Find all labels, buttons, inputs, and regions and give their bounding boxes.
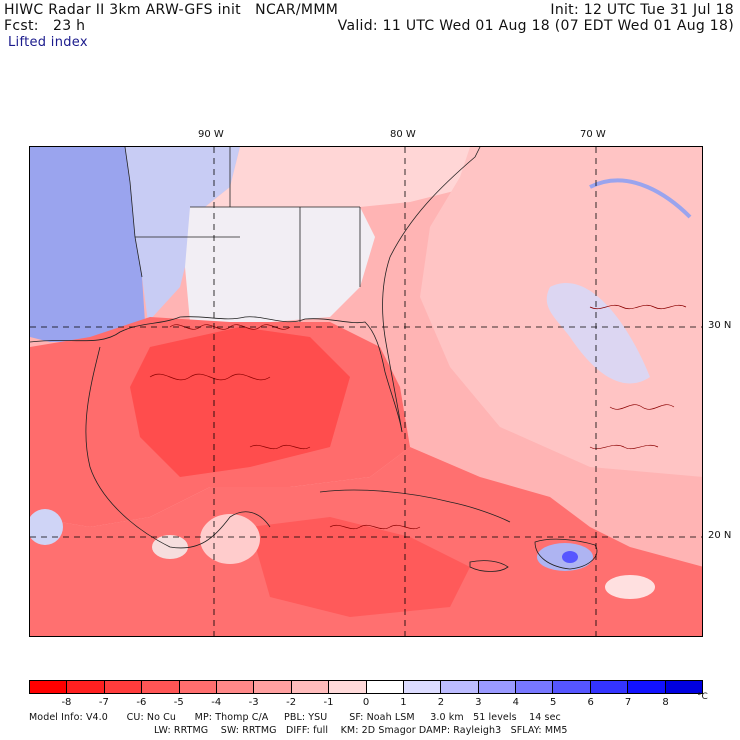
map-svg [30, 147, 702, 636]
jamaica-outline [469, 560, 509, 572]
valid-time: Valid: 11 UTC Wed 01 Aug 18 (07 EDT Wed … [337, 18, 734, 34]
colorbar-tick-label: 7 [624, 697, 632, 708]
lat-lon-grid [30, 147, 702, 636]
forecast-hour: Fcst: 23 h [4, 18, 86, 34]
colorbar-tick-label: 1 [400, 697, 407, 708]
colorbar-tick-label: -6 [136, 697, 147, 708]
model-info-line-1: Model Info: V4.0 CU: No Cu MP: Thomp C/A… [29, 712, 561, 723]
colorbar-tick-label: 8 [662, 697, 669, 708]
florida-atlantic-coast [382, 147, 481, 433]
contour-5 [589, 444, 659, 450]
blue-streak-atlantic [589, 178, 692, 219]
lifted-index-map [29, 146, 703, 637]
colorbar-tick-label: -8 [61, 697, 72, 708]
caribbean-deep-red [250, 517, 470, 617]
model-info-line-2: LW: RRTMG SW: RRTMG DIFF: full KM: 2D Sm… [154, 725, 568, 736]
colorbar-unit: °C [697, 692, 708, 702]
lon-label-80w: 80 W [390, 129, 416, 140]
state-line-west [124, 147, 143, 278]
colorbar-tick-label: -5 [173, 697, 184, 708]
colorbar-segment [66, 681, 104, 693]
model-title: HIWC Radar II 3km ARW-GFS init NCAR/MMM [4, 2, 339, 18]
pale-blue-band-atlantic [546, 283, 650, 384]
colorbar-tick-label: 4 [512, 697, 519, 708]
init-time: Init: 12 UTC Tue 31 Jul 18 [550, 2, 734, 18]
blue-patch-pacific [30, 509, 63, 545]
hispaniola-outline [534, 538, 598, 570]
colorbar-segment [515, 681, 553, 693]
colorbar-segment [30, 681, 67, 693]
colorbar-tick-label: -2 [286, 697, 297, 708]
pale-patch-puerto-rico [605, 575, 655, 599]
colorbar-tick-label: -1 [323, 697, 334, 708]
colorbar-segment [440, 681, 478, 693]
lon-label-90w: 90 W [198, 129, 224, 140]
colorbar-segment [627, 681, 665, 693]
colorbar-segment [103, 681, 142, 693]
contour-3 [589, 304, 687, 310]
colorbar-tick-label: -7 [98, 697, 109, 708]
colorbar-segment [365, 681, 403, 693]
colorbar-segment [253, 681, 291, 693]
lightblue-region-south-central [125, 147, 240, 322]
cuba-outline [319, 489, 511, 523]
colorbar-segment [178, 681, 216, 693]
yucatan-pale-patch [200, 514, 260, 564]
colorbar-segment [664, 681, 703, 693]
colorbar-segment [402, 681, 441, 693]
contour-2 [149, 373, 271, 381]
colorbar-segment [477, 681, 516, 693]
colorbar-segment [290, 681, 329, 693]
coastlines [30, 147, 598, 572]
lat-label-30n: 30 N [708, 320, 732, 331]
colorbar-tick-label: 6 [587, 697, 594, 708]
colorbar-segment [552, 681, 590, 693]
colorbar-segment [215, 681, 254, 693]
lon-label-70w: 70 W [580, 129, 606, 140]
field-name: Lifted index [8, 35, 88, 50]
pink-region-north [190, 147, 470, 207]
colorbar-segment [141, 681, 179, 693]
pale-region-southeast-us [185, 207, 375, 322]
state-lines-southeast [135, 147, 361, 322]
colorbar-tick-label: 2 [437, 697, 445, 708]
mexico-coast [85, 346, 271, 549]
lat-label-20n: 20 N [708, 530, 732, 541]
contour-6 [249, 444, 311, 450]
colorbar [29, 680, 703, 694]
gulf-center-deep-red [130, 327, 350, 477]
colorbar-tick-label: 5 [550, 697, 557, 708]
blue-region-west [30, 147, 145, 342]
gulf-coast-line [30, 316, 403, 433]
colorbar-tick-label: -3 [248, 697, 259, 708]
hispaniola-core [562, 551, 578, 563]
colorbar-segment [328, 681, 366, 693]
colorbar-tick-label: -4 [211, 697, 222, 708]
colorbar-tick-label: 3 [475, 697, 482, 708]
colorbar-tick-label: 0 [362, 697, 370, 708]
contour-4 [609, 404, 675, 410]
colorbar-segment [589, 681, 628, 693]
